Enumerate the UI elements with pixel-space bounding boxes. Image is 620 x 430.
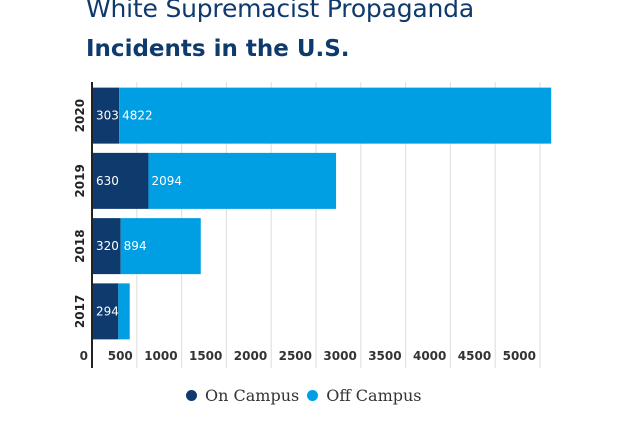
bar-off-campus-2018 [120, 218, 201, 275]
data-label: 294 [96, 304, 119, 318]
category-label-2018: 2018 [73, 229, 87, 262]
category-label-2017: 2017 [73, 295, 87, 328]
chart-title: White Supremacist Propaganda [86, 0, 474, 23]
x-tick-label: 3500 [368, 349, 401, 363]
chart-subtitle: Incidents in the U.S. [86, 36, 350, 62]
bar-on-campus-2018 [92, 218, 121, 275]
legend-label-on-campus: On Campus [205, 386, 300, 405]
legend: On Campus Off Campus [186, 386, 430, 405]
data-label: 894 [124, 239, 147, 253]
x-tick-labels: 0 500 1000 1500 2000 2500 3000 3500 4000 4500 5000 [80, 349, 536, 363]
x-tick-label: 500 [108, 349, 133, 363]
x-tick-label: 4000 [413, 349, 446, 363]
category-label-2019: 2019 [73, 164, 87, 197]
x-tick-label: 2000 [234, 349, 267, 363]
x-tick-label: 4500 [458, 349, 491, 363]
category-labels: 2020 2019 2018 2017 [73, 99, 87, 328]
x-tick-label: 5000 [503, 349, 536, 363]
category-label-2020: 2020 [73, 99, 87, 132]
x-tick-label: 1500 [189, 349, 222, 363]
bar-on-campus-2017 [92, 283, 119, 340]
data-label: 303 [96, 109, 119, 123]
data-label: 4822 [122, 109, 153, 123]
legend-label-off-campus: Off Campus [326, 386, 422, 405]
x-tick-label: 1000 [144, 349, 177, 363]
bar-off-campus-2017 [118, 283, 130, 340]
legend-marker-on-campus [186, 390, 197, 401]
data-label: 320 [96, 239, 119, 253]
legend-item-on-campus: On Campus [186, 386, 299, 405]
bar-off-campus-2019 [148, 152, 337, 209]
bars [92, 87, 552, 340]
x-tick-label: 0 [80, 349, 88, 363]
legend-marker-off-campus [307, 390, 319, 401]
x-tick-label: 2500 [279, 349, 312, 363]
bar-on-campus-2020 [92, 87, 120, 144]
bar-on-campus-2019 [92, 152, 149, 209]
bar-off-campus-2020 [119, 87, 552, 144]
x-tick-label: 3000 [323, 349, 356, 363]
data-label: 2094 [151, 174, 182, 188]
legend-item-off-campus: Off Campus [307, 386, 422, 405]
data-label: 630 [96, 174, 119, 188]
data-labels: 303 4822 630 2094 320 894 294 [96, 109, 182, 319]
